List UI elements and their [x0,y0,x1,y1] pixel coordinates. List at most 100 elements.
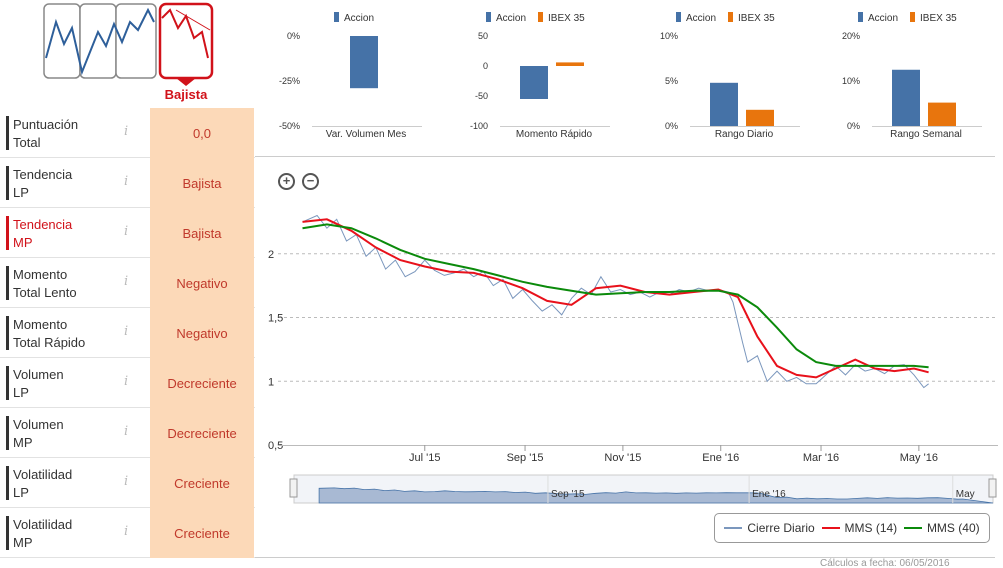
divider-top [255,156,995,157]
y-tick-label: 5% [665,76,678,86]
metric-value: Decreciente [150,358,254,408]
metric-label: Tendencia MP [13,217,73,250]
legend-swatch-mms40 [903,527,922,529]
mini-chart-title: Momento Rápido [516,129,593,140]
metric-value: Negativo [150,308,254,358]
legend-item-mms40[interactable]: MMS (40) [903,521,980,535]
legend-label: Accion [686,13,716,24]
metric-row: Puntuación Total i 0,0 [0,108,255,158]
bar-accion [710,82,738,126]
legend-swatch [728,12,733,22]
y-tick-label: 1,5 [268,313,283,325]
trend-icon-bajista[interactable] [158,2,214,86]
metric-value: Bajista [150,208,254,258]
legend-label-mms40: MMS (40) [926,521,980,535]
trend-icons: Bajista [43,2,214,102]
legend-swatch [334,12,339,22]
zoom-in-icon[interactable]: + [278,173,295,190]
legend-swatch-mms14 [821,527,840,529]
mini-chart-3: Accion IBEX 35 10% 5% 0% Rango Diario [660,12,800,140]
metric-marker [6,316,9,350]
navigator-area [318,487,994,504]
legend-label: IBEX 35 [738,13,775,24]
y-tick-label: 0,5 [268,440,283,452]
chart-legend: Cierre Diario MMS (14) MMS (40) [714,513,990,543]
legend-label-close: Cierre Diario [747,521,815,535]
mini-chart-2: Accion IBEX 35 50 0 -50 -100 Momento Rápido [470,12,610,140]
bar-ibex-35 [556,62,584,66]
y-tick-label: 0% [847,121,860,131]
metric-row: Momento Total Lento i Negativo [0,258,255,308]
x-tick-label: Nov '15 [604,452,641,464]
info-icon[interactable]: i [124,324,129,339]
metric-marker [6,416,9,450]
legend-label: IBEX 35 [548,13,585,24]
price-chart: 2 1,5 1 0,5 Jul '15 Sep '15 Nov '15 Ene '16 Mar … [268,214,998,504]
info-icon[interactable]: i [124,374,129,389]
metric-label: Momento Total Lento [13,267,77,300]
metric-label: Momento Total Rápido [13,317,86,350]
legend-label-mms14: MMS (14) [844,521,898,535]
legend-item-mms14[interactable]: MMS (14) [821,521,898,535]
legend-swatch [538,12,543,22]
metric-row: Volatilidad MP i Creciente [0,508,255,558]
x-tick-label: Mar '16 [803,452,839,464]
metric-row: Tendencia MP i Bajista [0,208,255,258]
navigator-tick-label: Ene '16 [752,489,786,500]
navigator-tick-label: Sep '15 [551,489,585,500]
info-icon[interactable]: i [124,474,129,489]
metric-table: Puntuación Total i 0,0 Tendencia LP i Bajista… [0,108,255,558]
mini-chart-title: Rango Diario [715,129,774,140]
legend-swatch-close [724,527,743,529]
divider-bottom [255,557,995,558]
bar-ibex-35 [746,109,774,126]
metric-label: Volatilidad LP [13,467,73,500]
legend-swatch [910,12,915,22]
metric-row: Volatilidad LP i Creciente [0,458,255,508]
y-tick-label: 0% [665,121,678,131]
x-tick-label: Sep '15 [507,452,544,464]
zoom-out-icon[interactable]: − [302,173,319,190]
y-tick-label: 10% [842,76,860,86]
series-mms-40- [302,223,929,369]
metric-marker [6,166,9,200]
series-cierre-diario [302,214,929,389]
metric-marker [6,266,9,300]
trend-icon-3[interactable] [115,3,157,79]
navigator-tick-label: May [956,489,975,500]
info-icon[interactable]: i [124,524,129,539]
info-icon[interactable]: i [124,224,129,239]
trend-line-blue [45,7,155,76]
metric-marker [6,516,9,550]
navigator-handle-right[interactable] [988,478,997,498]
trend-icon-2[interactable] [79,3,117,79]
legend-item-close[interactable]: Cierre Diario [724,521,815,535]
info-icon[interactable]: i [124,274,129,289]
info-icon[interactable]: i [124,174,129,189]
mini-charts: Accion 0% -25% -50% Var. Volumen Mes Accion IB… [279,12,982,140]
metric-row: Momento Total Rápido i Negativo [0,308,255,358]
y-tick-label: 20% [842,31,860,41]
bar-accion [350,36,378,89]
bar-accion [520,66,548,99]
series-mms-14- [302,218,929,379]
mini-chart-title: Rango Semanal [890,129,962,140]
navigator-handle-left[interactable] [289,478,298,498]
y-tick-label: -25% [279,76,300,86]
metric-marker [6,466,9,500]
info-icon[interactable]: i [124,124,129,139]
calc-date-footnote: Cálculos a fecha: 06/05/2016 [820,558,950,568]
legend-swatch [676,12,681,22]
legend-label: Accion [344,13,374,24]
metric-value: Creciente [150,458,254,508]
metric-marker [6,366,9,400]
metric-value: Decreciente [150,408,254,458]
bar-ibex-35 [928,102,956,126]
y-tick-label: -100 [470,121,488,131]
metric-label: Volatilidad MP [13,517,73,550]
metric-row: Volumen LP i Decreciente [0,358,255,408]
y-tick-label: 0% [287,31,300,41]
legend-label: Accion [868,13,898,24]
info-icon[interactable]: i [124,424,129,439]
metric-value: 0,0 [150,108,254,158]
